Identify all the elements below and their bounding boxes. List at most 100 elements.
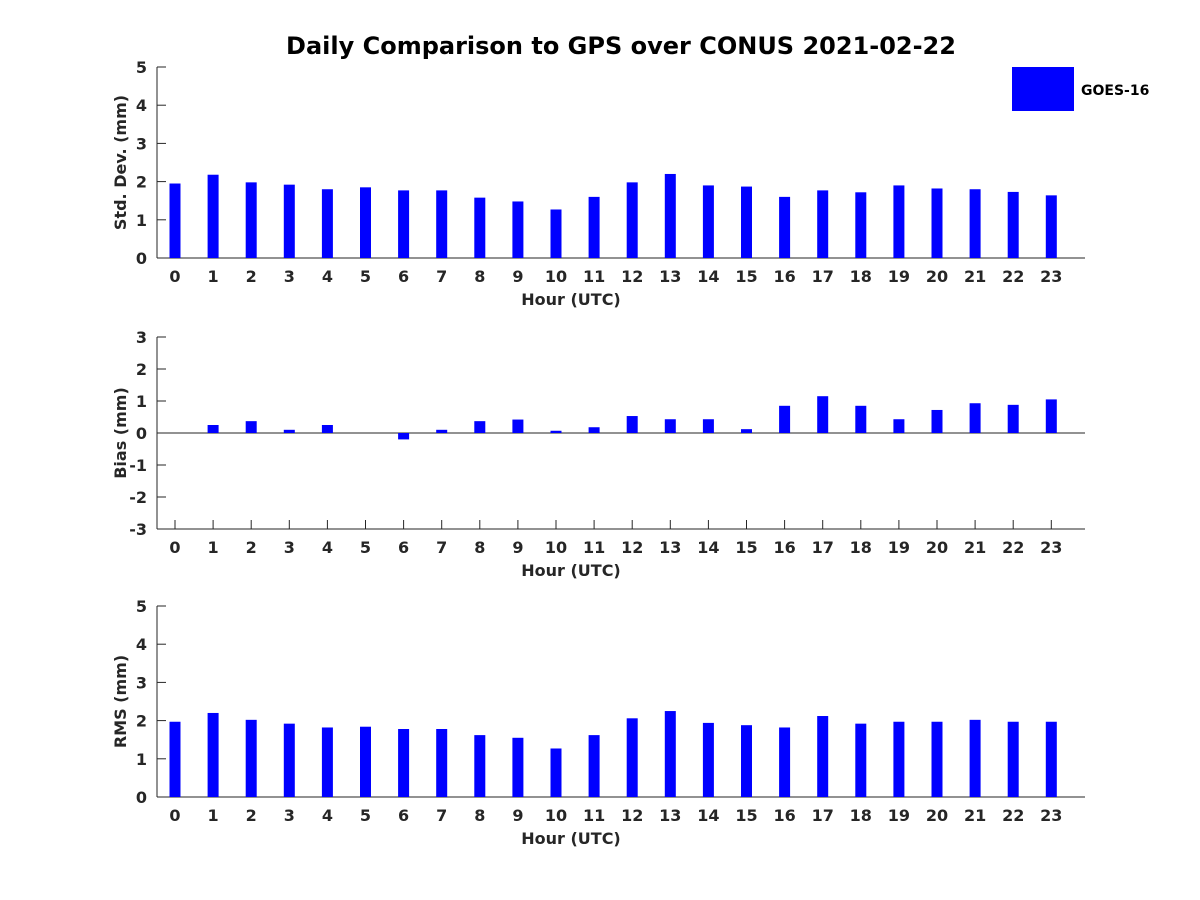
x-tick-label: 18	[850, 538, 872, 557]
x-tick-label: 0	[169, 267, 180, 286]
x-tick-label: 3	[284, 806, 295, 825]
bar	[245, 421, 257, 433]
y-axis-label: Std. Dev. (mm)	[111, 95, 130, 230]
legend: GOES-16	[1012, 67, 1149, 111]
bar	[550, 748, 562, 797]
bar	[855, 192, 867, 258]
x-tick-label: 7	[436, 267, 447, 286]
y-tick-label: 0	[136, 788, 147, 807]
bar	[969, 189, 981, 258]
bar	[360, 187, 371, 258]
x-tick-label: 5	[360, 538, 371, 557]
bar	[779, 727, 791, 797]
y-tick-label: 5	[136, 597, 147, 616]
legend-swatch-goes-16	[1012, 67, 1074, 111]
x-tick-label: 22	[1002, 538, 1024, 557]
x-tick-label: 21	[964, 806, 986, 825]
bar	[817, 396, 829, 433]
bar	[702, 722, 714, 797]
x-tick-label: 2	[246, 806, 257, 825]
x-tick-label: 8	[474, 806, 485, 825]
y-tick-label: 4	[136, 96, 147, 115]
bar	[741, 186, 752, 258]
bar	[969, 719, 981, 797]
bar	[626, 182, 638, 258]
y-tick-label: 0	[136, 249, 147, 268]
x-axis-label: Hour (UTC)	[521, 829, 621, 848]
bar	[664, 173, 676, 258]
y-tick-label: 5	[136, 58, 147, 77]
bar	[398, 190, 410, 258]
bar	[1045, 399, 1057, 433]
bar	[283, 723, 295, 797]
x-tick-label: 18	[850, 806, 872, 825]
x-tick-label: 5	[360, 267, 371, 286]
x-tick-label: 9	[512, 267, 523, 286]
x-tick-label: 19	[888, 806, 910, 825]
bar	[855, 723, 867, 797]
x-tick-label: 20	[926, 806, 948, 825]
x-tick-label: 21	[964, 267, 986, 286]
bar	[512, 737, 524, 797]
x-tick-label: 1	[208, 267, 219, 286]
bar	[474, 735, 486, 797]
bar	[626, 718, 638, 797]
x-tick-label: 1	[208, 538, 219, 557]
x-tick-label: 12	[621, 806, 643, 825]
x-tick-label: 15	[735, 267, 757, 286]
x-tick-label: 18	[850, 267, 872, 286]
y-tick-label: 3	[136, 328, 147, 347]
bar	[893, 185, 905, 258]
bar	[779, 196, 791, 258]
x-tick-label: 3	[284, 267, 295, 286]
x-tick-label: 7	[436, 538, 447, 557]
x-tick-label: 16	[773, 538, 795, 557]
y-tick-label: 1	[136, 211, 147, 230]
bar	[512, 419, 524, 433]
x-tick-label: 14	[697, 806, 719, 825]
bar	[588, 427, 600, 433]
x-tick-label: 11	[583, 538, 605, 557]
x-tick-label: 16	[773, 267, 795, 286]
bar	[207, 712, 219, 797]
bar	[741, 429, 752, 433]
x-tick-label: 10	[545, 806, 567, 825]
x-tick-label: 8	[474, 538, 485, 557]
y-tick-label: 0	[136, 424, 147, 443]
bar	[169, 721, 181, 797]
bar	[588, 735, 600, 797]
x-tick-label: 14	[697, 538, 719, 557]
x-tick-label: 12	[621, 267, 643, 286]
x-tick-label: 4	[322, 806, 333, 825]
x-tick-label: 9	[512, 538, 523, 557]
bar	[779, 405, 791, 433]
x-tick-label: 6	[398, 806, 409, 825]
x-tick-label: 10	[545, 267, 567, 286]
bar	[321, 727, 333, 797]
bar	[283, 429, 295, 433]
bar	[931, 188, 943, 258]
bar	[550, 430, 562, 433]
bar	[321, 189, 333, 258]
x-tick-label: 17	[812, 806, 834, 825]
bar	[741, 725, 752, 797]
x-tick-label: 19	[888, 267, 910, 286]
y-tick-label: -1	[129, 456, 147, 475]
x-tick-label: 4	[322, 538, 333, 557]
y-tick-label: 2	[136, 712, 147, 731]
bar	[245, 182, 257, 258]
chart-title: Daily Comparison to GPS over CONUS 2021-…	[286, 32, 956, 60]
x-tick-label: 1	[208, 806, 219, 825]
x-tick-label: 23	[1040, 806, 1062, 825]
x-tick-label: 13	[659, 267, 681, 286]
y-tick-label: -2	[129, 488, 147, 507]
bar	[664, 419, 676, 433]
bar	[969, 403, 981, 433]
bar	[169, 183, 181, 258]
legend-label-goes-16: GOES-16	[1081, 83, 1149, 99]
x-tick-label: 15	[735, 538, 757, 557]
x-tick-label: 16	[773, 806, 795, 825]
